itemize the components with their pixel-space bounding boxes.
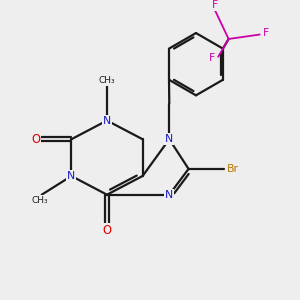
Text: CH₃: CH₃ (99, 76, 115, 85)
Text: CH₃: CH₃ (32, 196, 49, 205)
Text: O: O (103, 224, 112, 237)
Text: F: F (212, 1, 218, 10)
Text: N: N (67, 171, 76, 181)
Text: N: N (103, 116, 111, 125)
Text: F: F (208, 53, 215, 63)
Text: N: N (165, 190, 173, 200)
Text: N: N (165, 134, 173, 144)
Text: O: O (31, 133, 40, 146)
Text: F: F (263, 28, 269, 38)
Text: Br: Br (226, 164, 238, 174)
